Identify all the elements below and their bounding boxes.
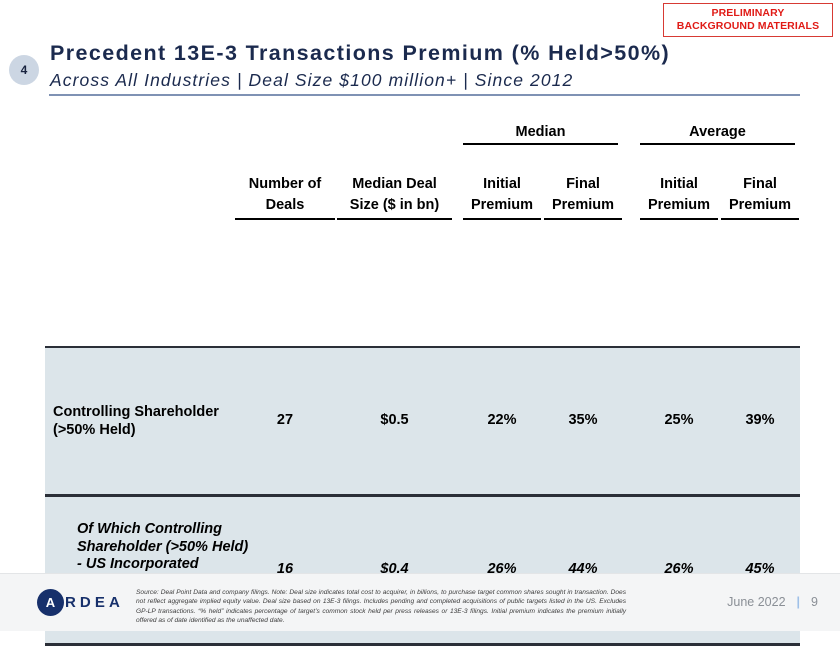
banner-line-1: PRELIMINARY	[711, 7, 785, 19]
premium-table: Median Average Number of Deals Median De…	[45, 124, 800, 646]
source-footnote: Source: Deal Point Data and company fili…	[136, 589, 626, 625]
preliminary-banner: PRELIMINARY BACKGROUND MATERIALS	[663, 3, 833, 37]
cell-average-initial: 25%	[664, 412, 694, 428]
title-divider	[49, 94, 800, 96]
row-label-us-incorporated: Of Which Controlling Shareholder (>50% H…	[77, 521, 249, 572]
group-header-median-rule	[463, 143, 618, 145]
page-subtitle: Across All Industries | Deal Size $100 m…	[50, 70, 574, 90]
cell-median-final: 35%	[568, 412, 598, 428]
footer-separator: |	[796, 595, 801, 609]
group-header-average-rule	[640, 143, 795, 145]
column-header-rule	[235, 218, 335, 220]
table-top-border	[45, 346, 800, 349]
page-title: Precedent 13E-3 Transactions Premium (% …	[50, 41, 671, 65]
title-block: Precedent 13E-3 Transactions Premium (% …	[50, 40, 802, 92]
presentation-date: June 2022	[727, 595, 786, 609]
table-group-header-row: Median Average	[45, 124, 800, 146]
banner-line-2: BACKGROUND MATERIALS	[676, 19, 820, 32]
group-header-median: Median	[463, 124, 618, 145]
column-header-rule	[544, 218, 622, 220]
logo-mark-icon: A	[37, 589, 64, 616]
footer	[0, 574, 840, 631]
logo-wordmark: RDEA	[65, 594, 124, 611]
group-header-average: Average	[640, 124, 795, 145]
column-header-rule	[337, 218, 452, 220]
column-header-average-final-premium: Final Premium	[721, 174, 799, 220]
row-label-controlling-shareholder: Controlling Shareholder (>50% Held)	[53, 404, 219, 438]
column-header-rule	[463, 218, 541, 220]
cell-average-final: 39%	[745, 412, 775, 428]
column-header-number-of-deals: Number of Deals	[235, 174, 335, 220]
cell-median-initial: 22%	[487, 412, 517, 428]
footer-divider	[0, 573, 840, 574]
footer-meta: June 2022 | 9	[727, 595, 818, 609]
table-row-divider	[45, 494, 800, 497]
column-header-rule	[721, 218, 799, 220]
ardea-logo: A RDEA	[37, 589, 124, 616]
table-column-header-row: Number of Deals Median Deal Size ($ in b…	[45, 146, 800, 220]
column-header-median-initial-premium: Initial Premium	[463, 174, 541, 220]
cell-deals: 27	[276, 412, 294, 428]
column-header-average-initial-premium: Initial Premium	[640, 174, 718, 220]
column-header-rule	[640, 218, 718, 220]
page-number: 9	[811, 595, 818, 609]
column-header-median-deal-size: Median Deal Size ($ in bn)	[337, 174, 452, 220]
table-bottom-border	[45, 643, 800, 646]
column-header-median-final-premium: Final Premium	[544, 174, 622, 220]
cell-deal-size: $0.5	[380, 412, 409, 428]
table-row: Controlling Shareholder (>50% Held) 27 $…	[45, 348, 800, 494]
slide-number-badge: 4	[9, 55, 39, 85]
